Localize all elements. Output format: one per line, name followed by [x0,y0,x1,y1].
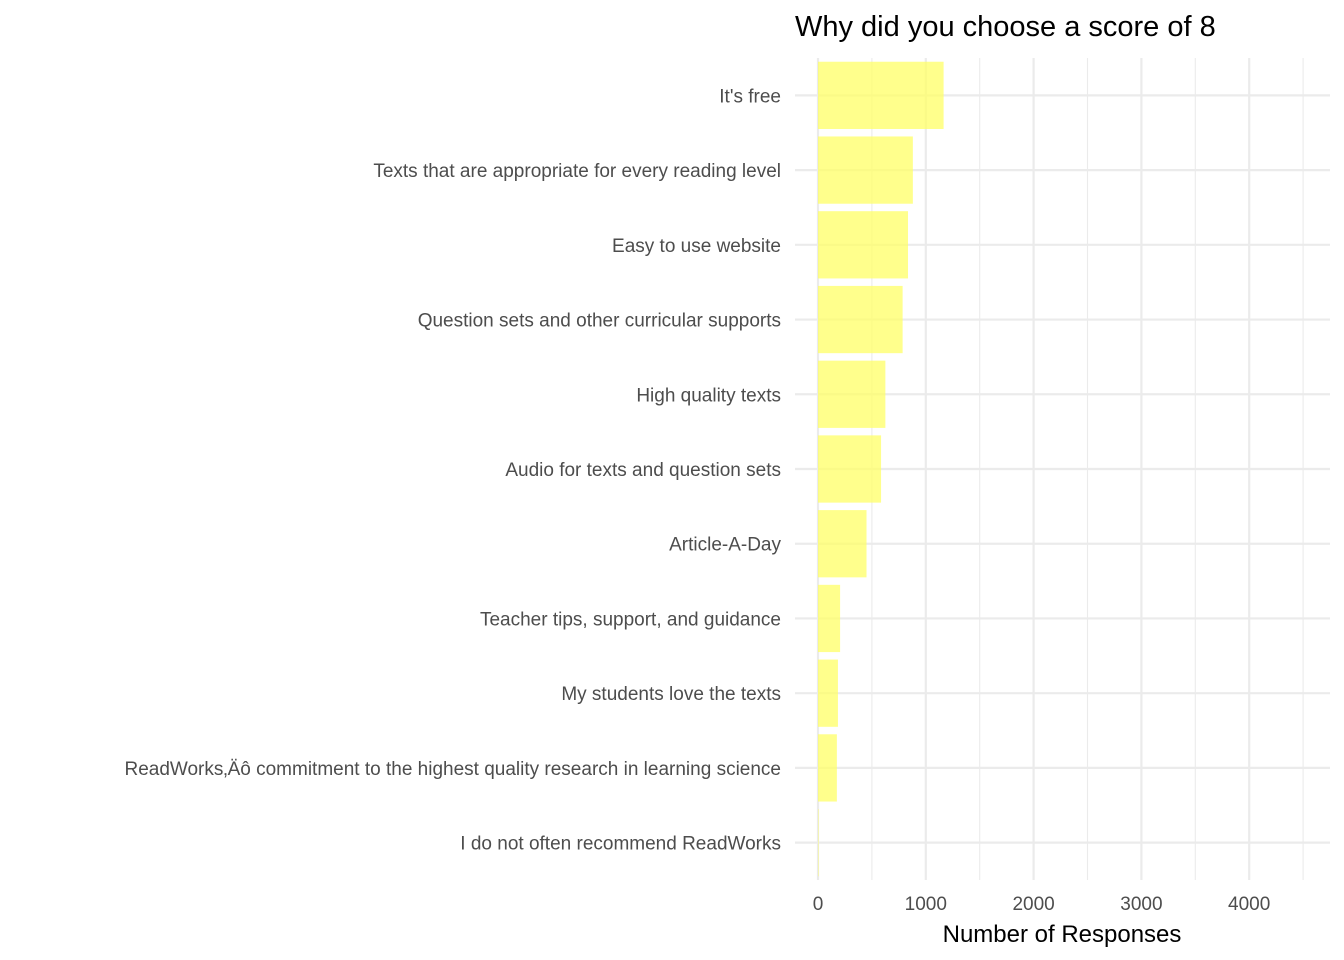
x-tick-label: 4000 [1228,894,1270,915]
category-label: Teacher tips, support, and guidance [480,609,781,630]
category-label: Article-A-Day [669,535,781,556]
category-labels: It's free Texts that are appropriate for … [124,86,781,854]
x-tick-label: 3000 [1120,894,1162,915]
bar [818,61,944,129]
category-label: Audio for texts and question sets [505,460,781,481]
chart-title: Why did you choose a score of 8 [795,11,1216,43]
category-label: I do not often recommend ReadWorks [460,834,781,855]
x-tick-labels: 0 1000 2000 3000 4000 [813,894,1271,915]
bar [818,360,886,428]
category-label: Question sets and other curricular suppo… [418,311,781,332]
category-label: My students love the texts [561,684,781,705]
bar [818,435,882,503]
bar [818,510,867,578]
category-label: ReadWorks‚Äô commitment to the highest q… [124,759,781,780]
category-label: Texts that are appropriate for every rea… [373,161,781,182]
x-axis-label: Number of Responses [943,921,1182,948]
bar [818,136,913,204]
bar [818,734,837,802]
category-label: Easy to use website [612,236,781,257]
category-label: It's free [719,86,781,107]
bar [818,659,838,727]
bar [818,211,909,279]
bar [818,285,903,354]
category-label: High quality texts [636,385,781,406]
bar [818,809,819,877]
bar [818,584,841,653]
x-tick-label: 2000 [1012,894,1054,915]
x-tick-label: 0 [813,894,824,915]
bars [818,61,944,877]
x-tick-label: 1000 [905,894,947,915]
